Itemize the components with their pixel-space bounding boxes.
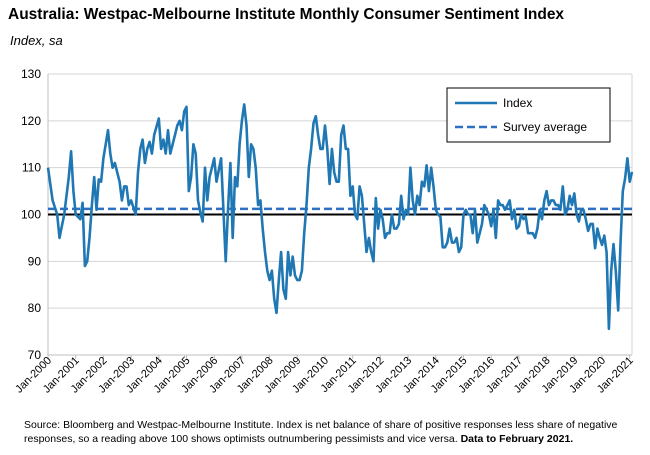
source-note: Source: Bloomberg and Westpac-Melbourne … <box>24 418 644 446</box>
chart-subtitle: Index, sa <box>10 33 63 48</box>
consumer-sentiment-chart: 708090100110120130Jan-2000Jan-2001Jan-20… <box>13 67 636 396</box>
legend-box <box>446 87 611 143</box>
y-tick-label: 90 <box>28 254 42 268</box>
legend-label-index: Index <box>503 96 532 110</box>
y-tick-label: 110 <box>22 161 41 175</box>
source-data-date: Data to February 2021. <box>460 433 574 445</box>
y-tick-label: 120 <box>21 114 41 128</box>
chart-title: Australia: Westpac-Melbourne Institute M… <box>8 6 565 23</box>
y-tick-label: 130 <box>21 67 41 81</box>
legend-label-average: Survey average <box>503 120 587 134</box>
y-tick-label: 100 <box>21 208 41 222</box>
y-tick-label: 80 <box>28 301 42 315</box>
index-line <box>46 103 634 331</box>
source-text: Source: Bloomberg and Westpac-Melbourne … <box>24 419 618 445</box>
y-tick-label: 70 <box>28 348 42 362</box>
